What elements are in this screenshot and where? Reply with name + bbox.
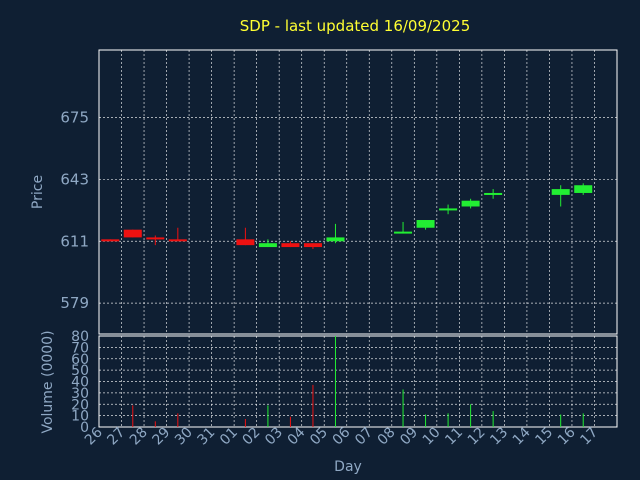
candle-body [101,239,120,242]
candle-body [574,185,593,193]
volume-tick-label: 40 [71,375,89,391]
x-tick-label: 01 [217,425,241,449]
candle-body [484,192,503,195]
x-tick-label: 28 [127,425,151,449]
x-tick-label: 31 [195,425,219,449]
candle-body [168,239,187,242]
volume-plot-frame [98,335,618,428]
candle-body [236,239,255,246]
volume-tick-label: 60 [71,352,89,368]
price-tick-label: 675 [60,109,89,127]
x-tick-label: 27 [104,425,128,449]
candle-body [281,243,300,248]
candle-body [439,208,458,211]
volume-tick-label: 10 [71,409,89,425]
volume-tick-label: 70 [71,340,89,356]
price-tick-label: 611 [60,232,89,250]
price-tick-label: 579 [60,294,89,312]
price-plot-frame [98,49,618,335]
volume-tick-label: 0 [80,420,89,436]
x-tick-label: 05 [307,425,331,449]
x-axis-label: Day [334,459,362,475]
x-tick-label: 07 [352,425,376,449]
candle-body [258,243,277,248]
volume-tick-label: 20 [71,397,89,413]
x-tick-label: 13 [487,425,511,449]
x-tick-label: 14 [510,424,534,448]
x-tick-label: 06 [330,424,354,448]
x-tick-label: 17 [577,425,601,449]
x-tick-label: 02 [240,425,264,449]
candle-body [461,200,480,207]
x-tick-label: 11 [442,425,466,449]
candle-body [146,237,165,240]
x-tick-label: 12 [465,425,489,449]
x-tick-label: 15 [532,425,556,449]
candle-body [326,237,345,242]
x-tick-label: 30 [172,425,196,449]
volume-tick-label: 30 [71,386,89,402]
candle-body [303,243,322,248]
price-axis-label: Price [30,175,46,209]
chart-title: SDP - last updated 16/09/2025 [240,17,471,35]
candle-body [551,189,570,195]
x-tick-label: 09 [397,425,421,449]
volume-tick-label: 80 [71,329,89,345]
volume-tick-label: 50 [71,363,89,379]
x-tick-label: 03 [262,425,286,449]
price-tick-label: 643 [60,170,89,188]
candle-body [123,229,142,238]
volume-axis-label: Volume (0000) [40,330,56,433]
x-tick-label: 04 [285,424,309,448]
x-tick-label: 16 [555,424,579,448]
x-axis-ticks: 2627282930310102030405060708091011121314… [82,424,601,448]
x-tick-label: 29 [149,425,173,449]
candle-body [394,231,413,234]
x-tick-label: 08 [375,425,399,449]
candle-body [416,220,435,228]
price-panel: 579 611 643 675 [60,49,618,335]
x-tick-label: 10 [420,425,444,449]
